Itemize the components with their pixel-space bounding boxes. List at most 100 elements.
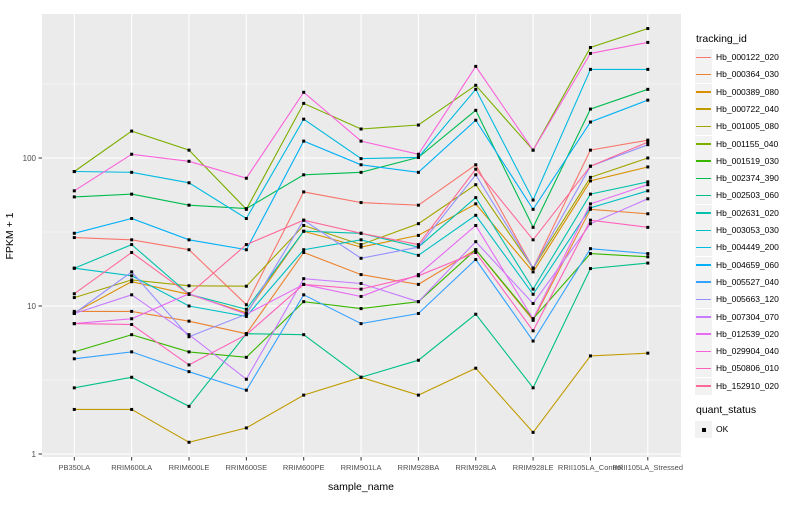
data-point [359,139,363,143]
data-point [359,281,363,285]
legend-key [695,204,712,222]
data-point [646,156,650,160]
data-point [588,267,592,271]
data-point [474,213,478,217]
legend-entry-label: Hb_002503_060 [716,190,779,201]
legend-key-line-icon [696,160,711,162]
data-point [302,250,306,254]
data-point [130,309,134,313]
data-point [646,225,650,229]
data-point [72,266,76,270]
data-point [302,393,306,397]
legend-key [695,377,712,395]
legend-key-line-icon [696,350,711,353]
data-point [359,273,363,277]
data-point [244,307,248,311]
data-point [187,363,191,367]
legend-key-line-icon [696,73,711,76]
data-point [646,67,650,71]
data-point [588,192,592,196]
legend-entry-label: Hb_000722_040 [716,103,779,114]
data-point [130,322,134,326]
data-point [359,170,363,174]
data-point [416,253,420,257]
data-point [130,250,134,254]
legend-entry-label: OK [716,424,729,434]
data-point [72,386,76,390]
data-point [72,236,76,240]
data-point [646,183,650,187]
legend-entry-label: Hb_001155_040 [716,138,779,149]
legend-key-line-icon [696,177,711,180]
data-point [130,333,134,337]
data-point [531,329,535,333]
legend-title-tracking-id: tracking_id [696,33,747,45]
data-point [474,167,478,171]
data-point [588,164,592,168]
legend-key-line-icon [696,316,711,318]
legend-title-quant-status: quant_status [696,404,757,416]
legend-key [695,135,712,153]
data-point [72,292,76,296]
data-point [531,339,535,343]
data-point [244,176,248,180]
data-point [588,67,592,71]
data-point [588,51,592,55]
data-point [531,430,535,434]
data-point [359,256,363,260]
data-point [531,317,535,321]
data-point [187,335,191,339]
data-point [130,129,134,133]
data-point [72,350,76,354]
legend-key-line-icon [696,264,711,266]
legend: tracking_id Hb_000122_020 Hb_000364_030 Hb… [684,0,800,500]
legend-key-line-icon [696,385,711,387]
data-point [359,294,363,298]
data-point [359,201,363,205]
data-point [474,223,478,227]
data-point [302,90,306,94]
data-point [416,300,420,304]
legend-key-line-icon [696,333,711,335]
data-point [187,159,191,163]
data-point [646,255,650,259]
data-point [187,248,191,252]
legend-key [695,170,712,188]
data-point [244,243,248,247]
data-point [302,248,306,252]
data-point [531,270,535,274]
data-point [474,108,478,112]
legend-key-line-icon [696,108,711,110]
data-point [72,195,76,199]
data-point [187,440,191,444]
data-point [302,293,306,297]
data-point [359,163,363,167]
data-point [359,243,363,247]
data-point [416,203,420,207]
data-point [187,304,191,308]
x-tick-label: RRIM928LE [513,463,554,472]
data-point [531,207,535,211]
data-point [416,123,420,127]
data-point [359,231,363,235]
legend-key [695,325,712,343]
legend-key-line-icon [696,298,711,301]
legend-entry-label: Hb_001519_030 [716,155,779,166]
legend-entry-label: Hb_000122_020 [716,52,779,62]
legend-key-line-icon [696,56,711,59]
data-point [646,212,650,216]
data-point [359,127,363,131]
legend-entry-label: Hb_007304_070 [716,311,779,322]
x-tick-label: RRIM600LA [111,463,152,472]
data-point [302,117,306,121]
data-point [187,404,191,408]
data-point [588,107,592,111]
legend-entry-label: Hb_005527_040 [716,276,779,287]
data-point [130,192,134,196]
legend-key [695,66,712,84]
legend-entry-label: Hb_004449_200 [716,242,779,253]
data-point [187,370,191,374]
y-tick-label: 1 [32,450,37,459]
data-point [187,292,191,296]
data-point [130,407,134,411]
